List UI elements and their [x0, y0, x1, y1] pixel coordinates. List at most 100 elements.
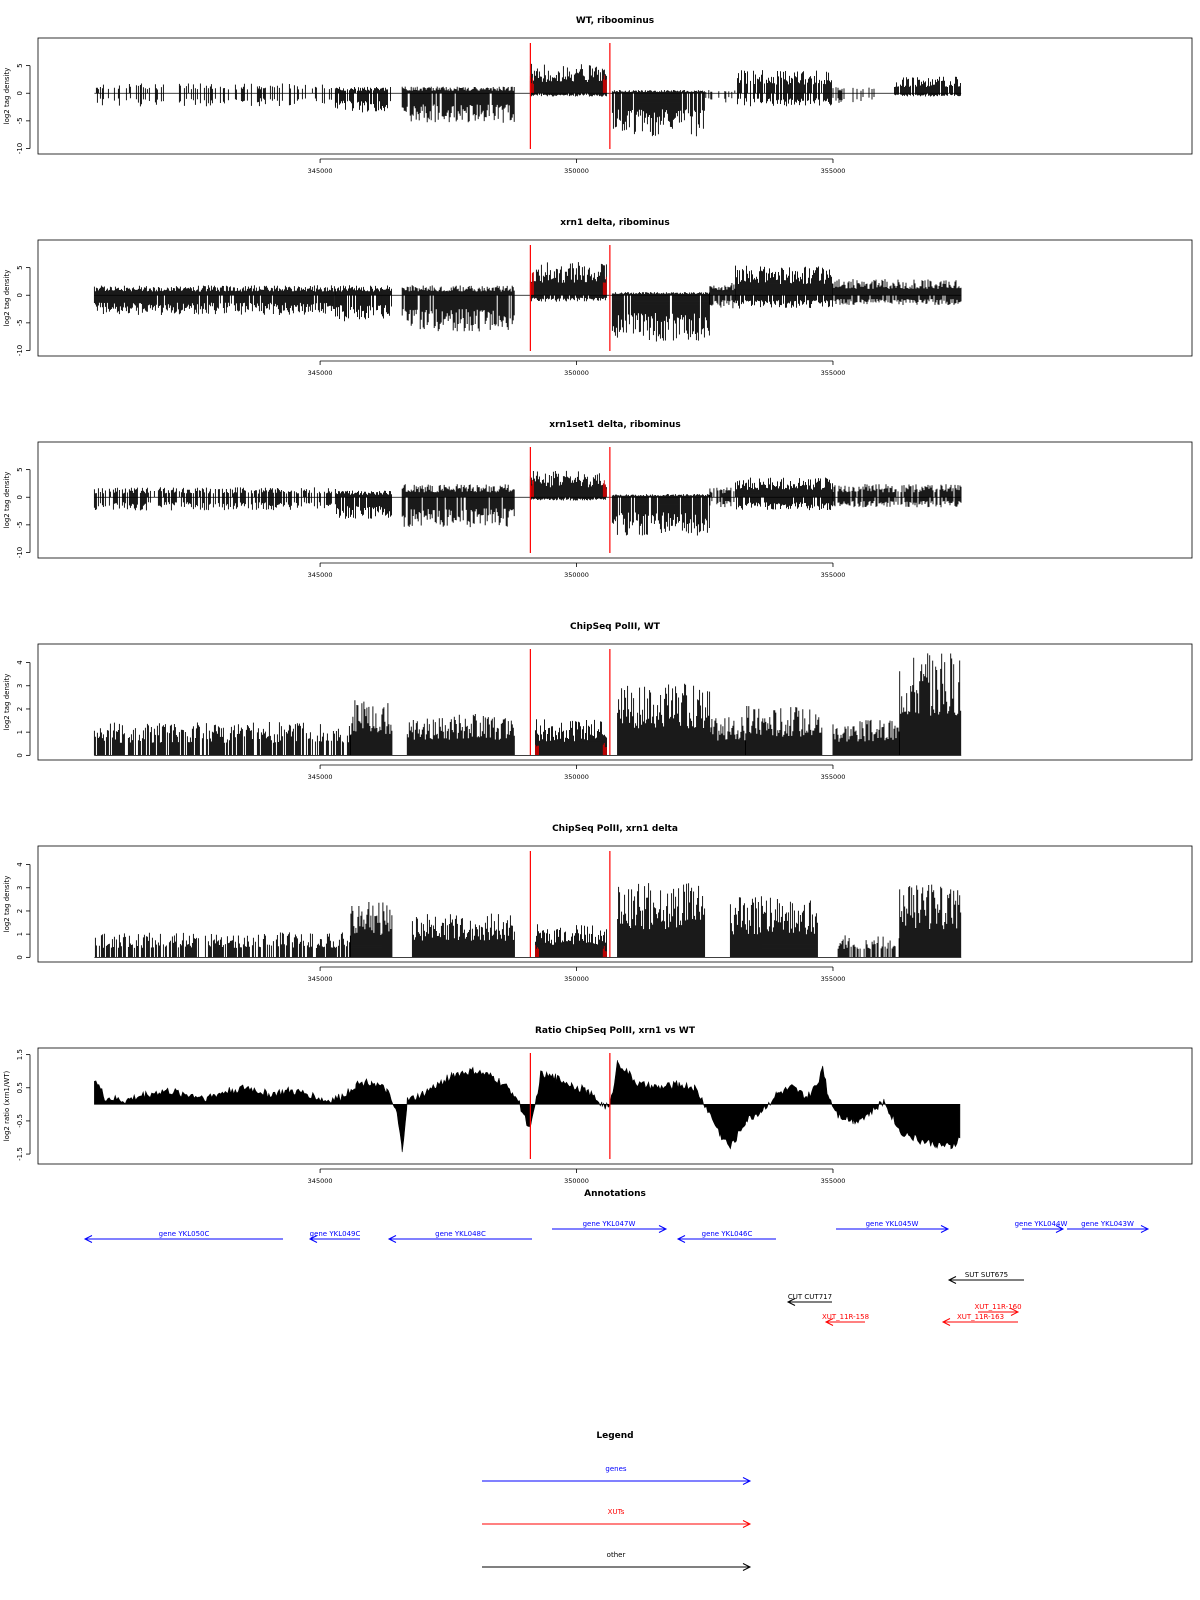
- y-tick-label: 0: [16, 495, 24, 499]
- annotation-label: SUT SUT675: [965, 1271, 1008, 1279]
- signal-bars: [94, 883, 962, 958]
- y-tick-label: 0.5: [16, 1082, 24, 1093]
- y-axis-label: log2 ratio (xrn1/WT): [3, 1070, 11, 1141]
- panel-3: ChipSeq PolII, WT log2 tag density 0 1 2 3 4 34…: [3, 622, 1193, 781]
- y-tick-label: 5: [16, 265, 24, 269]
- y-axis-label: log2 tag density: [3, 876, 11, 933]
- x-tick-label: 345000: [308, 975, 333, 983]
- legend-title: Legend: [596, 1431, 633, 1441]
- signal-bars: [93, 470, 962, 536]
- arrow-head: [742, 1477, 752, 1485]
- annotation-arrow: [83, 1235, 283, 1243]
- arrow-head: [676, 1235, 686, 1243]
- y-axis-label: log2 tag density: [3, 674, 11, 731]
- y-tick-label: 0: [16, 91, 24, 95]
- panel-2: xrn1set1 delta, ribominus log2 tag densit…: [3, 420, 1193, 579]
- x-tick-label: 355000: [821, 1177, 846, 1185]
- annotation-arrow: [786, 1298, 832, 1306]
- data-series: [94, 1060, 961, 1153]
- data-series: [94, 63, 962, 137]
- x-tick-label: 350000: [564, 369, 589, 377]
- annotation-arrow: [676, 1235, 776, 1243]
- y-tick-label: 1: [16, 730, 24, 734]
- annotation-label: gene YKL044W: [1015, 1220, 1068, 1228]
- x-tick-label: 355000: [821, 369, 846, 377]
- annotation-label: XUT_11R-158: [822, 1313, 869, 1321]
- signal-bars-highlight: [535, 945, 607, 958]
- x-tick-label: 345000: [308, 1177, 333, 1185]
- legend-panel: Legend genes XUTs other: [482, 1431, 752, 1571]
- y-tick-label: 1.5: [16, 1049, 24, 1060]
- arrow-head: [387, 1235, 397, 1243]
- y-tick-label: 4: [16, 862, 24, 867]
- data-series: [94, 883, 962, 958]
- annotation-label: gene YKL047W: [583, 1220, 636, 1228]
- y-tick-label: -5: [16, 521, 24, 528]
- y-tick-label: 0: [16, 955, 24, 959]
- y-tick-label: 5: [16, 63, 24, 67]
- x-tick-label: 350000: [564, 773, 589, 781]
- annotations-panel: Annotations gene YKL050C gene YKL049C gene …: [83, 1189, 1150, 1326]
- annotation-arrow: [978, 1308, 1020, 1316]
- x-tick-label: 345000: [308, 773, 333, 781]
- arrow-head: [947, 1276, 957, 1284]
- plot-frame: [37, 239, 1193, 357]
- data-series: [93, 262, 962, 342]
- y-tick-label: 0: [16, 293, 24, 297]
- y-tick-label: 4: [16, 660, 24, 665]
- annotation-label: gene YKL048C: [435, 1230, 486, 1238]
- y-tick-label: -5: [16, 319, 24, 326]
- annotation-arrow: [552, 1225, 668, 1233]
- y-tick-label: 1: [16, 932, 24, 936]
- legend-arrow: [482, 1520, 752, 1528]
- y-tick-label: 2: [16, 707, 24, 711]
- signal-bars: [93, 653, 962, 756]
- arrow-head: [940, 1225, 950, 1233]
- panel-5: Ratio ChipSeq PolII, xrn1 vs WT log2 rati…: [3, 1026, 1193, 1185]
- x-tick-label: 350000: [564, 571, 589, 579]
- y-axis-label: log2 tag density: [3, 472, 11, 529]
- x-tick-label: 345000: [308, 571, 333, 579]
- panel-title: xrn1 delta, ribominus: [560, 218, 669, 228]
- plot-frame: [37, 37, 1193, 155]
- x-tick-label: 355000: [821, 975, 846, 983]
- x-tick-label: 355000: [821, 773, 846, 781]
- y-tick-label: -10: [16, 345, 24, 356]
- annotation-label: CUT CUT717: [788, 1293, 832, 1301]
- x-tick-label: 350000: [564, 975, 589, 983]
- annotation-arrow: [387, 1235, 532, 1243]
- arrow-head: [786, 1298, 796, 1306]
- arrow-head: [941, 1318, 951, 1326]
- legend-label: other: [607, 1551, 626, 1559]
- y-tick-label: -10: [16, 143, 24, 154]
- panel-1: xrn1 delta, ribominus log2 tag density -10…: [3, 218, 1193, 377]
- arrow-head: [1055, 1225, 1065, 1233]
- annotation-label: gene YKL045W: [866, 1220, 919, 1228]
- x-tick-label: 345000: [308, 369, 333, 377]
- arrow-head: [83, 1235, 93, 1243]
- y-tick-label: 3: [16, 684, 24, 688]
- annotation-label: gene YKL043W: [1081, 1220, 1134, 1228]
- x-tick-label: 350000: [564, 1177, 589, 1185]
- panel-4: ChipSeq PolII, xrn1 delta log2 tag densit…: [3, 824, 1193, 983]
- x-tick-label: 355000: [821, 167, 846, 175]
- legend-arrow: [482, 1477, 752, 1485]
- data-series: [93, 653, 962, 756]
- x-tick-label: 345000: [308, 167, 333, 175]
- plot-frame: [37, 845, 1193, 963]
- plot-frame: [37, 441, 1193, 559]
- annotation-arrow: [824, 1318, 865, 1326]
- y-tick-label: 0: [16, 753, 24, 757]
- plot-frame: [37, 643, 1193, 761]
- annotation-arrow: [947, 1276, 1024, 1284]
- y-axis-label: log2 tag density: [3, 68, 11, 125]
- y-axis-label: log2 tag density: [3, 270, 11, 327]
- annotation-arrow: [1067, 1225, 1150, 1233]
- panel-title: xrn1set1 delta, ribominus: [549, 420, 680, 430]
- annotation-label: gene YKL046C: [702, 1230, 753, 1238]
- y-tick-label: 3: [16, 886, 24, 890]
- panel-title: ChipSeq PolII, xrn1 delta: [552, 824, 678, 834]
- arrow-head: [742, 1563, 752, 1571]
- signal-bars: [93, 262, 962, 342]
- x-tick-label: 355000: [821, 571, 846, 579]
